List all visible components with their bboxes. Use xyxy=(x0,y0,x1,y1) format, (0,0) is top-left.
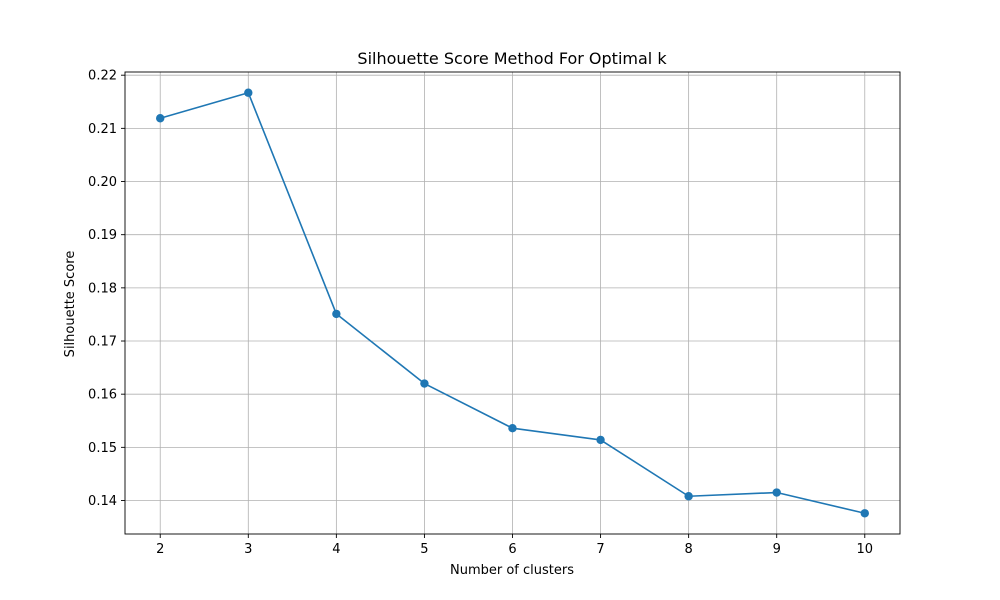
y-tick-label: 0.21 xyxy=(88,122,117,137)
data-point xyxy=(420,379,429,388)
data-point xyxy=(684,492,693,501)
x-tick-label: 9 xyxy=(773,542,781,557)
x-tick-label: 10 xyxy=(856,542,873,557)
y-tick-label: 0.15 xyxy=(88,441,117,456)
x-tick-label: 7 xyxy=(596,542,604,557)
x-tick-label: 4 xyxy=(332,542,340,557)
y-tick-label: 0.16 xyxy=(88,388,117,403)
x-tick-label: 3 xyxy=(244,542,252,557)
x-tick-label: 6 xyxy=(508,542,516,557)
y-tick-label: 0.14 xyxy=(88,494,117,509)
data-point xyxy=(332,309,341,319)
grid xyxy=(125,72,900,534)
x-tick-label: 5 xyxy=(420,542,428,557)
data-point xyxy=(156,114,165,123)
y-axis-label: Silhouette Score xyxy=(63,251,78,358)
y-tick-label: 0.20 xyxy=(88,175,117,190)
data-point xyxy=(244,88,253,97)
chart-title: Silhouette Score Method For Optimal k xyxy=(357,49,667,68)
data-point xyxy=(772,488,781,497)
y-tick-label: 0.22 xyxy=(88,69,117,84)
x-tick-label: 2 xyxy=(156,542,164,557)
y-tick-label: 0.18 xyxy=(88,281,117,296)
x-tick-label: 8 xyxy=(684,542,692,557)
y-tick-label: 0.19 xyxy=(88,228,117,243)
series-layer xyxy=(156,88,869,518)
data-point xyxy=(508,424,517,433)
y-tick-label: 0.17 xyxy=(88,335,117,350)
ticks: 2 3 4 5 6 7 8 9 10 0.14 0.15 0.16 0.17 0.18 0.19 0.20 0.… xyxy=(88,69,873,557)
data-point xyxy=(596,435,605,445)
data-point xyxy=(860,509,869,518)
x-axis-label: Number of clusters xyxy=(450,563,574,578)
